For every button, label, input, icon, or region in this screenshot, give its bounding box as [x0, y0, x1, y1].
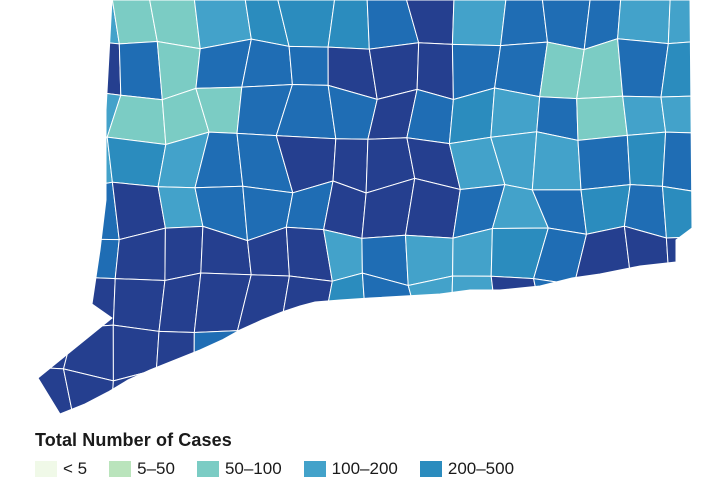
town-region [456, 367, 494, 414]
town-region [112, 278, 166, 332]
town-region [585, 322, 634, 377]
town-region [38, 276, 80, 332]
town-region [661, 131, 692, 195]
legend-swatch [419, 461, 442, 477]
town-region [665, 235, 692, 288]
town-region [155, 368, 209, 414]
legend-label: 50–100 [224, 459, 282, 478]
town-region [531, 131, 582, 191]
map-svg [37, 0, 693, 415]
legend-item: 100–200 [303, 459, 398, 479]
town-region [500, 0, 549, 47]
town-region [450, 275, 498, 328]
legend-swatch [303, 461, 326, 477]
town-region [38, 37, 75, 91]
town-region [406, 367, 464, 414]
town-region [532, 278, 592, 330]
town-region [322, 326, 377, 376]
town-region [659, 325, 692, 378]
town-region [618, 329, 674, 369]
town-region [164, 225, 204, 282]
town-region [618, 367, 673, 414]
town-region [327, 0, 370, 50]
town-region [155, 330, 195, 382]
town-region [617, 38, 669, 98]
legend-swatch [109, 461, 132, 477]
town-region [491, 322, 545, 376]
legend-item: 200–500 [419, 459, 515, 479]
town-region [241, 38, 293, 88]
town-region [243, 367, 293, 414]
town-region [660, 40, 692, 98]
town-region [577, 134, 631, 191]
town-region [193, 330, 245, 382]
town-region [576, 95, 628, 141]
town-region [38, 0, 74, 40]
town-region [573, 276, 634, 331]
town-region [406, 325, 464, 383]
state-outline [37, 0, 693, 415]
town-region [236, 330, 293, 382]
town-region [626, 131, 667, 187]
town-region [112, 324, 160, 382]
town-region [451, 0, 507, 47]
legend-item: 5–50 [109, 459, 175, 479]
town-region [531, 369, 587, 414]
town-region [193, 379, 251, 414]
town-region [106, 136, 167, 188]
town-region [659, 282, 692, 335]
town-region [661, 185, 692, 239]
map-legend: Total Number of Cases < 5 5–50 50–100 100–2… [35, 430, 715, 479]
town-region [330, 371, 377, 414]
town-region [450, 322, 498, 376]
town-region [665, 366, 692, 414]
town-region [490, 87, 541, 138]
town-region [494, 41, 549, 98]
town-region [533, 322, 591, 377]
legend-item: 50–100 [196, 459, 282, 479]
legend-label: 200–500 [447, 459, 515, 478]
legend-item: < 5 [35, 459, 87, 479]
legend-label: 100–200 [331, 459, 398, 478]
legend-items: < 5 5–50 50–100 100–200 200–500 [35, 459, 715, 479]
town-region [404, 177, 461, 239]
legend-title: Total Number of Cases [35, 430, 232, 450]
town-region [67, 38, 122, 96]
town-region [38, 177, 81, 240]
town-region [118, 40, 163, 101]
town-region [660, 95, 692, 134]
legend-swatch [196, 461, 219, 477]
town-region [584, 366, 630, 414]
town-region [288, 45, 329, 86]
town-region [63, 136, 113, 189]
legend-swatch [35, 461, 57, 477]
town-region [158, 272, 202, 334]
town-region [407, 275, 454, 335]
town-region [630, 276, 670, 335]
legend-label: < 5 [63, 459, 88, 478]
legend-label: 5–50 [137, 459, 175, 478]
town-region [491, 369, 535, 414]
town-region [38, 227, 80, 285]
town-region [667, 0, 692, 45]
town-region [38, 87, 75, 138]
town-region [278, 327, 333, 374]
town-region [365, 326, 423, 383]
town-region [622, 95, 667, 136]
town-region [283, 367, 337, 414]
town-region [362, 374, 421, 414]
town-region [617, 0, 671, 45]
town-region [38, 135, 81, 189]
connecticut-town-map [37, 0, 693, 415]
